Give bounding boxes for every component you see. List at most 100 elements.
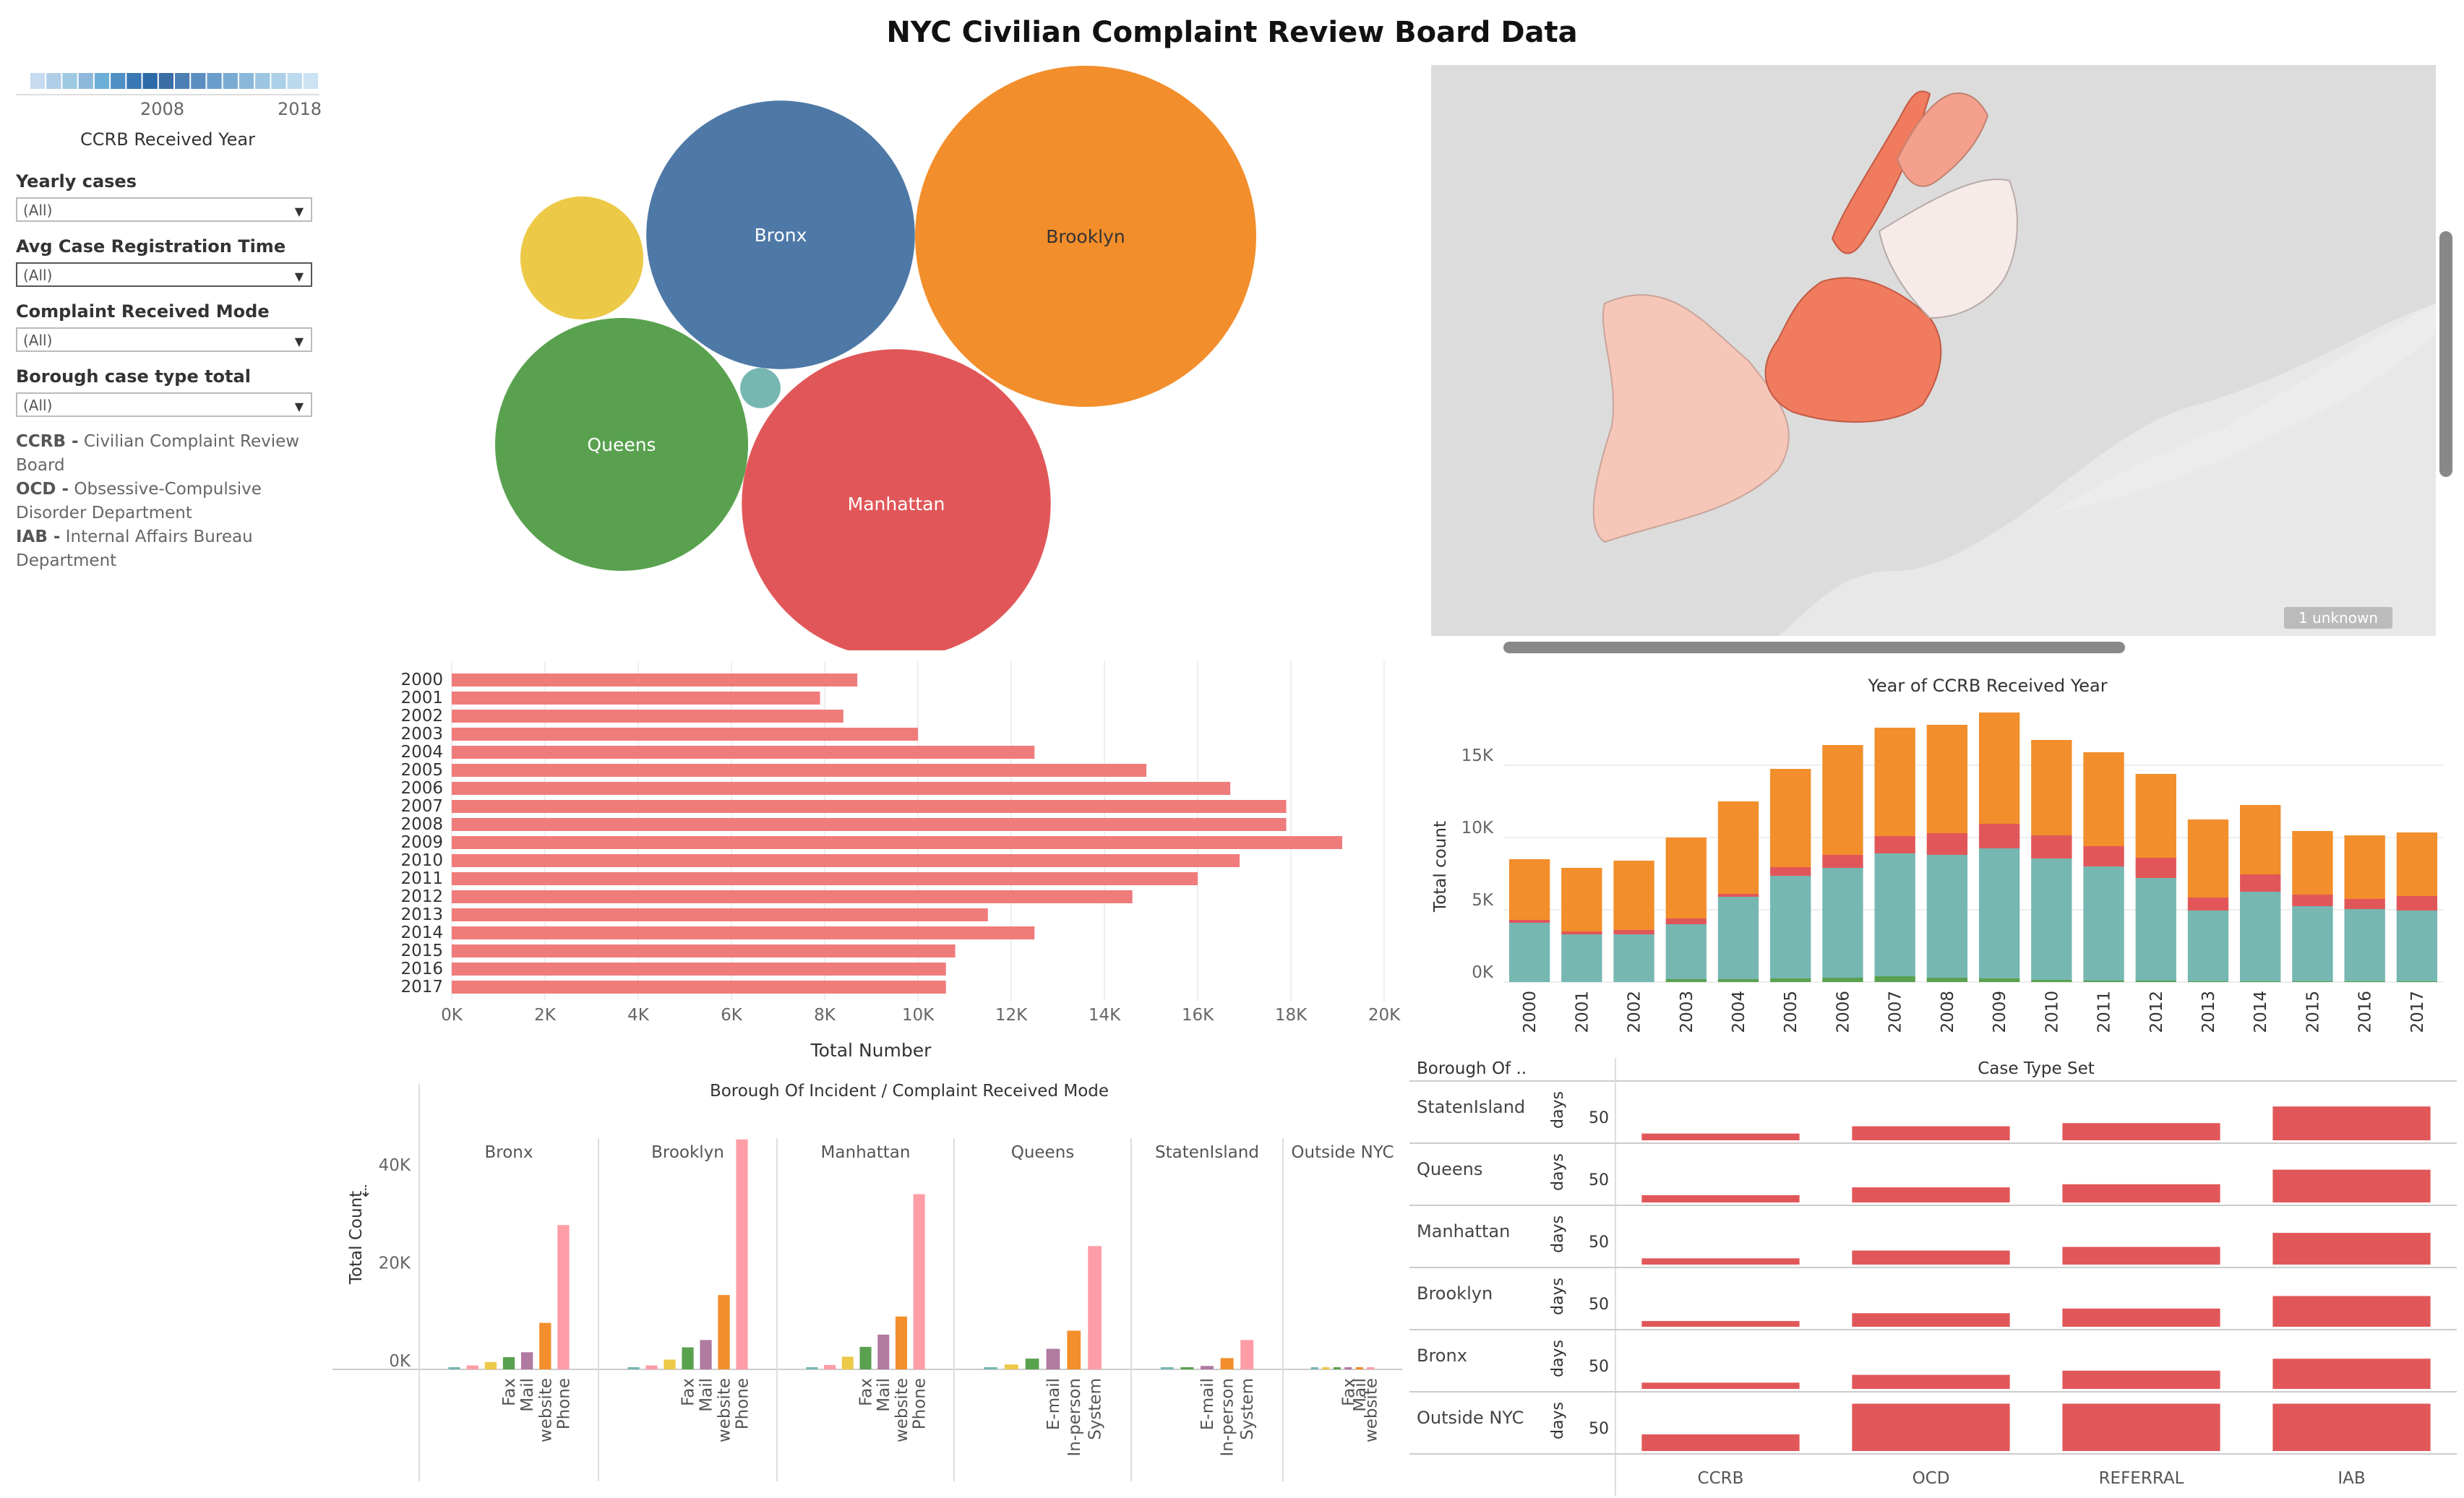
x-category-label: Mail (1351, 1378, 1370, 1412)
stacked-bar-segment (2135, 878, 2176, 981)
x-category-label: 2001 (1573, 991, 1592, 1033)
queens-region[interactable] (1878, 178, 2018, 319)
year-max-label: 2018 (278, 99, 322, 119)
borough-bubble-chart[interactable]: Brooklyn Manhattan Bronx Queens (477, 58, 1287, 650)
filter-label: Yearly cases (16, 171, 137, 191)
bar (452, 908, 988, 921)
case-type-set-chart[interactable]: Borough Of .. Case Type Set StatenIsland da… (1409, 1048, 2464, 1496)
y-category-label: 2016 (400, 960, 443, 978)
y-tick-label: 0K (1472, 963, 1494, 982)
bar (806, 1367, 818, 1369)
legend-text: Board (16, 456, 65, 475)
row-label: Bronx (1417, 1346, 1467, 1366)
filter-avg-registration: Avg Case Registration Time (All) ▼ (16, 236, 319, 287)
map-canvas[interactable]: 1 unknown (1431, 65, 2457, 658)
filter-dropdown[interactable]: (All) ▼ (16, 262, 312, 287)
x-category-label: 2013 (2199, 991, 2218, 1033)
x-category-label: website (536, 1378, 555, 1442)
bar (1004, 1364, 1018, 1369)
x-category-label: 2007 (1886, 991, 1905, 1033)
column-label: CCRB (1698, 1469, 1744, 1488)
manhattan-region[interactable] (1831, 90, 1931, 254)
legend-text: Obsessive-Compulsive (69, 480, 262, 499)
bar (1067, 1330, 1081, 1369)
nyc-borough-map[interactable]: 1 unknown (1431, 65, 2457, 658)
bar (1201, 1366, 1214, 1369)
bar (1852, 1313, 2010, 1327)
stacked-bar-segment (1822, 868, 1863, 978)
row-label: Queens (1417, 1159, 1482, 1179)
chevron-down-icon: ▼ (294, 205, 304, 218)
stacked-bar-segment (2083, 846, 2124, 866)
bronx-region[interactable] (1896, 92, 1989, 187)
x-category-label: Phone (554, 1378, 573, 1429)
ccrb-year-stacked-chart[interactable]: Year of CCRB Received Year 0K 5K 10K 15K Tota… (1417, 661, 2464, 1037)
stacked-bar-segment (1874, 836, 1915, 853)
stacked-bar-segment (2135, 858, 2176, 878)
stacked-bar-segment (2292, 981, 2333, 982)
stacked-bar-segment (2396, 981, 2438, 982)
bar (1641, 1321, 1800, 1327)
year-slider-swatch (287, 73, 302, 89)
stacked-bar-segment (2292, 895, 2333, 906)
year-slider-swatch (62, 73, 77, 89)
stacked-bar-segment (1770, 867, 1811, 876)
bar (1355, 1367, 1363, 1369)
map-vertical-scrollbar[interactable] (2439, 231, 2452, 477)
stacked-bar-segment (1874, 976, 1915, 982)
y-tick-label: 50 (1589, 1358, 1609, 1376)
y-category-label: 2001 (400, 689, 443, 707)
bar (1180, 1367, 1194, 1369)
y-tick-label: 40K (379, 1156, 411, 1175)
filter-dropdown[interactable]: (All) ▼ (16, 197, 312, 222)
sidebar: 2008 2018 CCRB Received Year Yearly case… (16, 69, 322, 573)
bubble (494, 317, 749, 572)
year-slider-swatch (158, 73, 173, 89)
stacked-bar-segment (2187, 911, 2229, 981)
bar (1240, 1340, 1254, 1369)
y-tick-label: 50 (1589, 1296, 1609, 1314)
dropdown-value: (All) (23, 397, 53, 414)
row-label: Manhattan (1417, 1221, 1510, 1241)
yearly-total-hbar-chart[interactable]: 0K 2K 4K 6K 8K 10K 12K 14K 16K 18K 20K 200020012002… (361, 661, 1431, 1066)
unknown-badge-bg[interactable] (2284, 607, 2392, 629)
bubble (520, 196, 644, 320)
x-category-label: 2010 (2043, 991, 2061, 1033)
unit-label: days (1549, 1278, 1567, 1315)
filter-dropdown[interactable]: (All) ▼ (16, 327, 312, 352)
y-category-label: 2014 (400, 924, 443, 942)
map-horizontal-scrollbar[interactable] (1503, 642, 2125, 653)
bar (452, 944, 956, 957)
borough-mode-chart[interactable]: Borough Of Incident / Complaint Received… (332, 1069, 1402, 1496)
bar (700, 1340, 712, 1369)
y-tick-label: 50 (1589, 1109, 1609, 1127)
x-category-label: 2015 (2304, 991, 2322, 1033)
stacked-bar-segment (1770, 876, 1811, 978)
unit-label: days (1549, 1402, 1567, 1439)
bar (1641, 1434, 1800, 1451)
bar (984, 1367, 997, 1369)
year-slider-swatch (46, 73, 61, 89)
filter-dropdown[interactable]: (All) ▼ (16, 392, 312, 417)
unknown-badge[interactable]: 1 unknown (2298, 609, 2378, 627)
x-category-label: 2009 (1991, 991, 2009, 1033)
stacked-bar-segment (1508, 920, 1550, 923)
staten-island-region[interactable] (1592, 294, 1790, 543)
bar (1333, 1367, 1341, 1369)
year-range-slider[interactable] (16, 69, 319, 98)
year-slider-swatch (271, 73, 286, 89)
panel-header: Manhattan (821, 1143, 911, 1162)
stacked-bar-segment (1978, 824, 2020, 848)
brooklyn-region[interactable] (1764, 277, 1942, 423)
bar (1310, 1367, 1318, 1369)
chevron-down-icon: ▼ (294, 335, 304, 348)
bar (1852, 1250, 2010, 1265)
bar (557, 1225, 570, 1369)
bar (520, 1352, 533, 1369)
bar (1641, 1133, 1800, 1140)
stacked-bar-segment (2187, 897, 2229, 911)
x-category-label: Fax (857, 1378, 876, 1406)
row-label: StatenIsland (1417, 1097, 1525, 1117)
year-slider-swatch (223, 73, 238, 89)
x-category-label: Fax (679, 1378, 698, 1406)
